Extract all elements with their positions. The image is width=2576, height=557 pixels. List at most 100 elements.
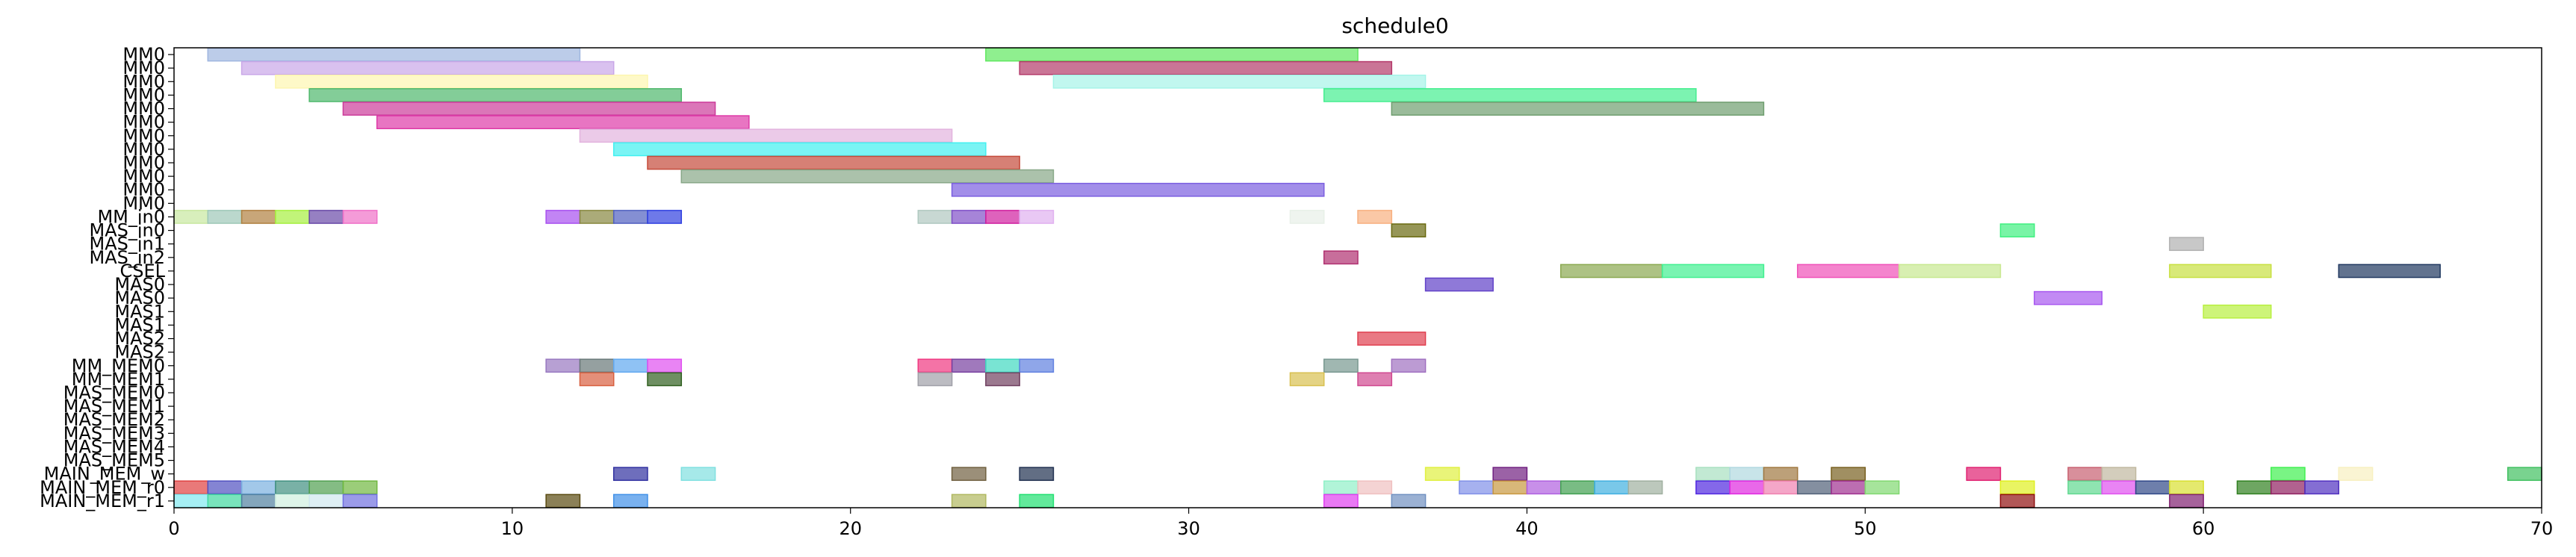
schedule-bar (240, 210, 276, 224)
schedule-bar (680, 467, 716, 482)
schedule-bar (579, 210, 615, 224)
schedule-bar (240, 60, 615, 75)
y-tick-label: MM0 (122, 193, 165, 214)
schedule-bar (1323, 480, 1359, 495)
schedule-bar (1424, 277, 1494, 292)
y-tick-label: MM0 (122, 99, 165, 119)
schedule-bar (342, 210, 378, 224)
schedule-bar (985, 210, 1020, 224)
schedule-bar (1323, 250, 1359, 265)
schedule-bar (2270, 480, 2306, 495)
schedule-bar (308, 210, 344, 224)
schedule-bar (207, 47, 581, 62)
schedule-bar (240, 494, 276, 508)
y-tick-label: MAS_MEM0 (63, 382, 165, 403)
y-tick-label: MAS_MEM4 (63, 436, 165, 457)
schedule-bar (579, 128, 953, 143)
y-axis-ticks: MM0MM0MM0MM0MM0MM0MM0MM0MM0MM0MM0MM0MM_i… (40, 44, 174, 511)
schedule-bar (985, 358, 1020, 373)
schedule-bar (1323, 358, 1359, 373)
schedule-bar (985, 47, 1359, 62)
schedule-bar (275, 480, 310, 495)
x-tick-label: 30 (1177, 518, 1200, 539)
schedule-bar (275, 74, 648, 89)
y-tick-label: MAS1 (114, 314, 165, 335)
schedule-bar (2101, 480, 2137, 495)
schedule-bar (207, 210, 243, 224)
y-tick-label: MAS_in1 (89, 234, 165, 255)
schedule-bar (2169, 264, 2272, 278)
y-tick-label: MAS2 (114, 342, 165, 363)
schedule-bar (1391, 358, 1427, 373)
schedule-bar (2169, 237, 2204, 252)
schedule-bar (647, 358, 683, 373)
x-tick-label: 20 (839, 518, 862, 539)
schedule-bar (579, 372, 615, 387)
schedule-bar (1594, 480, 1630, 495)
schedule-bar (680, 169, 1055, 184)
schedule-bar (342, 494, 378, 508)
schedule-bar (647, 372, 683, 387)
schedule-bar (1729, 467, 1765, 482)
y-tick-label: MM0 (122, 57, 165, 78)
y-tick-label: MAIN_MEM_w (44, 464, 165, 485)
y-tick-label: MM0 (122, 139, 165, 160)
schedule-bar (1019, 60, 1393, 75)
schedule-bar (2033, 290, 2103, 305)
y-tick-label: MM0 (122, 112, 165, 133)
schedule-bar (308, 494, 344, 508)
y-tick-label: MAS_in2 (89, 247, 165, 268)
y-tick-label: MAIN_MEM_r0 (40, 477, 165, 498)
schedule-bar (275, 494, 310, 508)
schedule-bar (308, 480, 344, 495)
schedule-bar (1019, 358, 1055, 373)
schedule-bar (376, 115, 750, 129)
schedule-bar (1526, 480, 1562, 495)
y-tick-label: MAS1 (114, 301, 165, 322)
schedule-bar (1019, 210, 1055, 224)
schedule-bar (1357, 210, 1393, 224)
y-tick-label: MAS_MEM1 (63, 396, 165, 417)
schedule-bar (308, 88, 683, 102)
chart-title: schedule0 (1341, 13, 1448, 38)
schedule-bar (951, 467, 987, 482)
schedule-bar (1019, 467, 1055, 482)
schedule-bar (985, 372, 1020, 387)
schedule-bar (1763, 467, 1798, 482)
schedule-bar (342, 102, 716, 116)
schedule-bar (545, 358, 581, 373)
schedule-bar (1559, 264, 1663, 278)
y-tick-label: MAS_MEM3 (63, 423, 165, 444)
schedule-bar (173, 494, 209, 508)
y-tick-label: MAS_MEM2 (63, 409, 165, 430)
schedule-bar (1661, 264, 1765, 278)
x-axis-ticks: 0 10 20 30 40 50 60 70 (168, 508, 2553, 539)
y-tick-label: MM_MEM1 (72, 369, 165, 390)
schedule-bar (342, 480, 378, 495)
schedule-bar (2304, 480, 2340, 495)
schedule-bar (173, 480, 209, 495)
y-tick-label: MAS_in0 (89, 220, 165, 241)
schedule-bar (917, 372, 953, 387)
schedule-bar (951, 210, 987, 224)
schedule-bar (1559, 480, 1595, 495)
schedule-bar (647, 155, 1020, 170)
schedule-bar (1999, 494, 2035, 508)
schedule-bar (2067, 467, 2103, 482)
y-tick-label: MM0 (122, 44, 165, 65)
y-tick-label: MAIN_MEM_r1 (40, 491, 165, 511)
schedule-bar (1627, 480, 1663, 495)
schedule-bar (2203, 304, 2272, 319)
schedule-bar (2067, 480, 2103, 495)
schedule-bar (1864, 480, 1900, 495)
y-tick-label: MM_in0 (97, 206, 165, 227)
plot-frame (173, 47, 2542, 508)
schedule-bar (1424, 467, 1460, 482)
x-tick-label: 10 (501, 518, 524, 539)
schedule-bar (1019, 494, 1055, 508)
schedule-bar (951, 494, 987, 508)
y-tick-label: MM0 (122, 179, 165, 200)
schedule-bar (1763, 480, 1798, 495)
schedule-bar (612, 494, 648, 508)
schedule-bar (1323, 88, 1697, 102)
